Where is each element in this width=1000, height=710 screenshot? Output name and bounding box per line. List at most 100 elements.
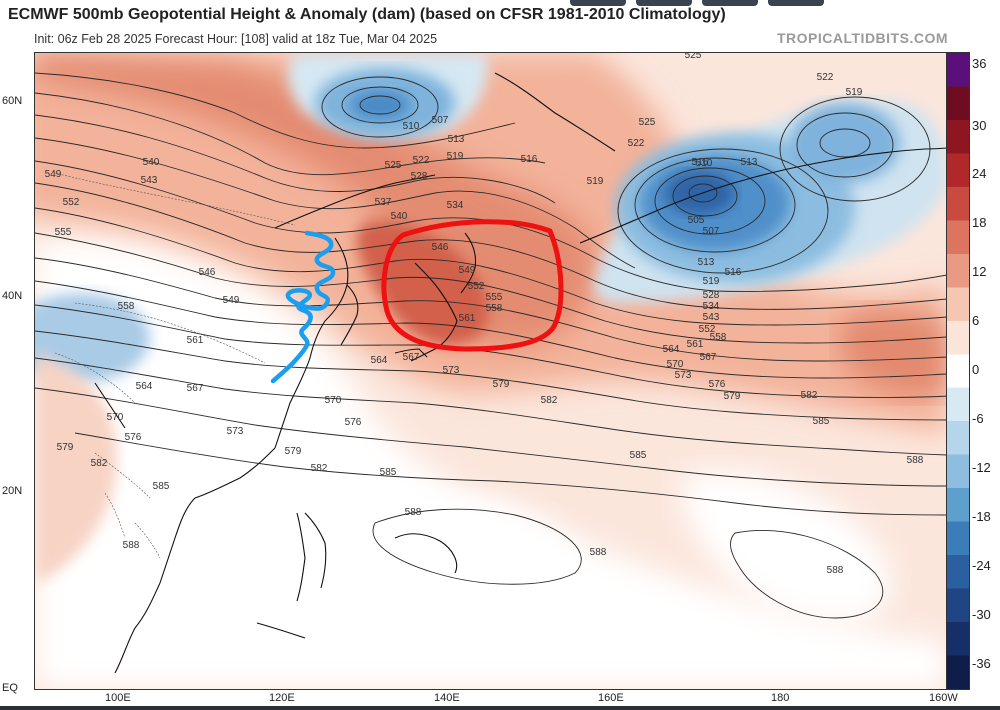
contour-label: 579	[285, 446, 302, 457]
contour-label: 519	[846, 87, 863, 98]
contour-label: 582	[801, 390, 818, 401]
contour-label: 579	[724, 391, 741, 402]
red-highlight-circle	[381, 219, 564, 352]
contour-label: 558	[118, 301, 135, 312]
longitude-label: 180	[771, 692, 790, 704]
map-canvas: 510 507 513 519 516 525 522 528 534 537 …	[35, 53, 947, 689]
contour-label: 528	[703, 290, 720, 301]
longitude-label: 120E	[269, 692, 295, 704]
colorbar-tick: -12	[972, 460, 991, 475]
contour-label: 582	[91, 458, 108, 469]
toolbar-tab[interactable]	[768, 0, 824, 6]
colorbar-tick: -6	[972, 411, 984, 426]
colorbar-tick: 30	[972, 118, 987, 133]
contour-label: 573	[675, 370, 692, 381]
contour-label: 555	[486, 292, 503, 303]
contour-label: 576	[345, 417, 362, 428]
contour-label: 588	[123, 540, 140, 551]
colorbar	[946, 52, 970, 690]
colorbar-tick: 18	[972, 215, 987, 230]
contour-label: 519	[703, 276, 720, 287]
colorbar-tick: -24	[972, 558, 991, 573]
contour-label: 522	[817, 72, 834, 83]
contour-label: 570	[107, 412, 124, 423]
contour-label: 546	[199, 267, 216, 278]
toolbar-tab[interactable]	[570, 0, 626, 6]
colorbar-tick: 6	[972, 313, 980, 328]
contour-label: 573	[227, 426, 244, 437]
contour-label: 519	[447, 151, 464, 162]
contour-label: 513	[741, 157, 758, 168]
contour-label: 510	[696, 158, 713, 169]
contour-label: 540	[143, 157, 160, 168]
borders	[54, 172, 296, 559]
contour-label: 543	[703, 312, 720, 323]
contour-label: 570	[667, 359, 684, 370]
contour-label: 576	[125, 432, 142, 443]
contour-label: 525	[385, 160, 402, 171]
contour-label: 567	[700, 352, 717, 363]
contour-label: 534	[703, 301, 720, 312]
contour-label: 588	[590, 547, 607, 558]
contour-label: 561	[459, 313, 476, 324]
longitude-label: 140E	[434, 692, 460, 704]
contour-label: 534	[447, 200, 464, 211]
toolbar-tab[interactable]	[636, 0, 692, 6]
contour-label: 570	[325, 395, 342, 406]
map-panel[interactable]: 510 507 513 519 516 525 522 528 534 537 …	[34, 52, 948, 690]
colorbar-tick: -18	[972, 509, 991, 524]
colorbar-tick: -30	[972, 607, 991, 622]
contour-label: 552	[699, 324, 716, 335]
contour-label: 585	[153, 481, 170, 492]
contour-labels: 510 507 513 519 516 525 522 528 534 537 …	[45, 53, 924, 576]
contour-label: 582	[311, 463, 328, 474]
latitude-label: 60N	[2, 95, 23, 107]
contour-label: 564	[371, 355, 388, 366]
contour-label: 588	[907, 455, 924, 466]
contour-label: 564	[663, 344, 680, 355]
longitude-label: 160W	[929, 692, 958, 704]
contour-label: 543	[141, 175, 158, 186]
contour-label: 516	[521, 154, 538, 165]
contour-label: 582	[541, 395, 558, 406]
blue-squiggle-line	[270, 230, 336, 384]
brand-watermark[interactable]: TROPICALTIDBITS.COM	[776, 30, 948, 46]
contour-label: 567	[403, 352, 420, 363]
contour-label: 561	[187, 335, 204, 346]
contour-label: 564	[136, 381, 153, 392]
latitude-label: 40N	[2, 290, 23, 302]
contour-label: 552	[63, 197, 80, 208]
map-title: ECMWF 500mb Geopotential Height & Anomal…	[8, 6, 726, 23]
colorbar-tick: -36	[972, 656, 991, 671]
contour-label: 519	[587, 176, 604, 187]
colorbar-tick: 0	[972, 362, 980, 377]
contour-label: 555	[55, 227, 72, 238]
contour-label: 567	[187, 383, 204, 394]
colorbar-tick: 24	[972, 166, 987, 181]
toolbar-tab[interactable]	[702, 0, 758, 6]
contour-label: 588	[405, 507, 422, 518]
coastlines	[94, 72, 947, 674]
contour-label: 573	[443, 365, 460, 376]
anomaly-shading	[35, 53, 947, 689]
longitude-label: 160E	[598, 692, 624, 704]
contour-label: 549	[459, 265, 476, 276]
window-bottom-bar	[0, 706, 1000, 710]
contour-label: 507	[432, 115, 449, 126]
longitude-label: 100E	[105, 692, 131, 704]
contour-label: 558	[486, 303, 503, 314]
colorbar-tick: 36	[972, 56, 987, 71]
annotations	[270, 219, 564, 384]
contour-label: 522	[628, 138, 645, 149]
contour-label: 546	[432, 242, 449, 253]
contour-label: 579	[57, 442, 74, 453]
contour-label: 537	[375, 197, 392, 208]
contour-label: 579	[493, 379, 510, 390]
contour-label: 585	[630, 450, 647, 461]
contour-label: 513	[448, 134, 465, 145]
contour-label: 516	[692, 157, 709, 168]
contour-label: 558	[710, 332, 727, 343]
latitude-label: 20N	[2, 485, 23, 497]
contour-label: 588	[827, 565, 844, 576]
colorbar-tick: 12	[972, 264, 987, 279]
